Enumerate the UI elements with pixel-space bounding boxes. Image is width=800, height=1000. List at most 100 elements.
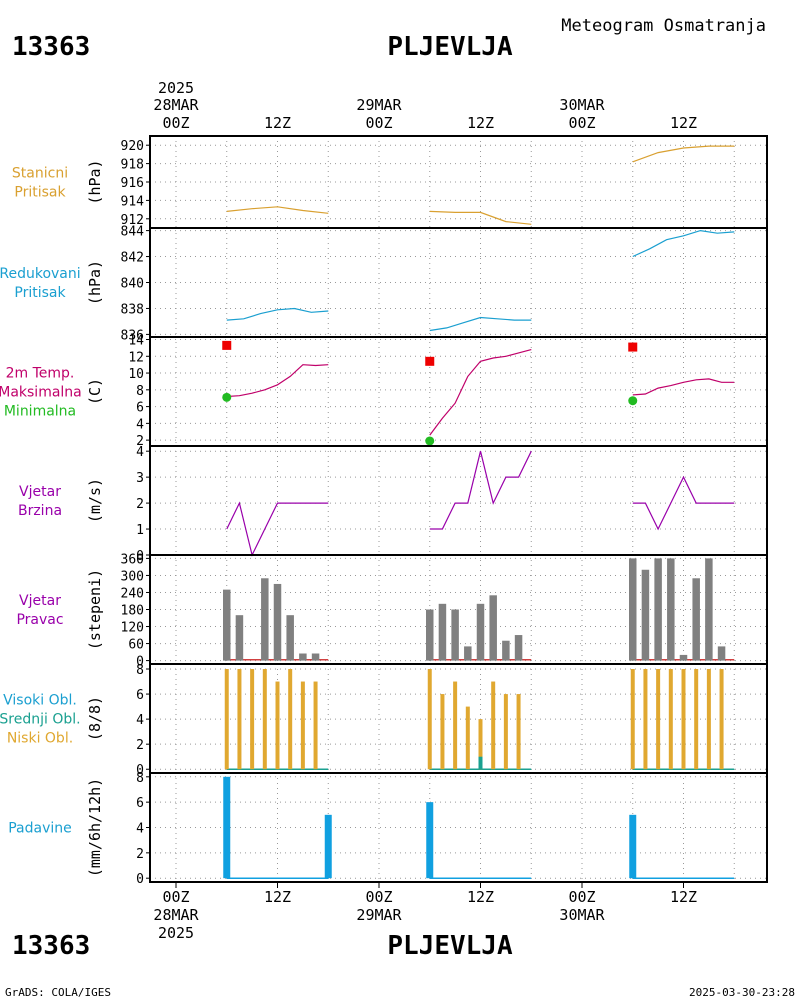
y-tick-label: 918 (121, 158, 144, 173)
data-bar (250, 669, 255, 770)
y-tick-label: 0 (136, 763, 144, 778)
y-axis-label: (mm/6h/12h) (86, 778, 104, 877)
data-bar (426, 609, 434, 661)
panel-label: Brzina (18, 503, 62, 519)
data-bar (629, 814, 637, 879)
data-bar (719, 669, 724, 770)
y-tick-label: 60 (128, 638, 144, 653)
station_pressure-panel: 912 914 916 918 920 (hPa) Stanicni Pritisak (12, 135, 768, 229)
series-line (429, 316, 532, 332)
data-bar (438, 603, 447, 661)
y-tick-label: 360 (121, 552, 144, 567)
y-tick-label: 6 (136, 688, 144, 703)
y-axis-label: (hPa) (86, 260, 104, 305)
data-bar (273, 583, 282, 661)
y-tick-label: 4 (136, 713, 144, 728)
bottom-00z-label: 00Z (162, 888, 189, 906)
data-bar (491, 681, 496, 770)
data-bar (440, 694, 445, 770)
max-temp-marker (628, 342, 638, 352)
y-tick-label: 2 (136, 847, 144, 862)
series-line (429, 349, 532, 436)
series-line (632, 378, 735, 396)
data-bar (503, 694, 508, 770)
y-tick-label: 300 (121, 569, 144, 584)
bottom-12z-label: 12Z (467, 888, 494, 906)
panel-label: Srednji Obl. (0, 712, 81, 728)
precipitation-panel: 0 2 4 6 8 (mm/6h/12h) Padavine (8, 771, 768, 887)
data-bar (288, 669, 293, 770)
series-line (632, 145, 735, 163)
bottom-00z-label: 00Z (568, 888, 595, 906)
data-bar (299, 653, 307, 661)
data-bar (311, 653, 320, 661)
data-bar (235, 615, 244, 661)
max-temp-marker (222, 340, 232, 350)
data-bar (223, 589, 231, 661)
panel-frame (149, 336, 768, 447)
data-bar (654, 558, 662, 661)
top-day-label: 28MAR (153, 96, 199, 114)
y-tick-label: 914 (121, 194, 145, 209)
series-line (429, 450, 532, 530)
data-bar (667, 558, 675, 661)
data-bar (629, 558, 637, 661)
wind_direction-panel: 0 60 120 180 240 300 360 (stepeni) Vjetar Pravac (16, 552, 768, 670)
y-tick-label: 836 (121, 328, 144, 343)
panel-label: Pritisak (14, 185, 66, 201)
y-tick-label: 6 (136, 401, 144, 416)
mid-cloud-bar (478, 756, 483, 770)
panel-label: Maksimalna (0, 385, 82, 401)
y-tick-label: 920 (121, 139, 144, 154)
top-12z-label: 12Z (670, 114, 697, 132)
y-tick-label: 840 (121, 277, 144, 292)
series-line (226, 364, 329, 398)
data-bar (514, 635, 523, 661)
data-bar (224, 669, 229, 770)
data-bar (313, 681, 318, 770)
series-line (429, 210, 532, 225)
data-bar (643, 669, 648, 770)
data-bar (656, 669, 661, 770)
top-00z-label: 00Z (162, 114, 189, 132)
panel-label: Pravac (16, 612, 63, 628)
panel-label: Visoki Obl. (3, 693, 77, 709)
y-tick-label: 3 (136, 471, 144, 486)
data-bar (516, 694, 521, 770)
panel-frame (149, 445, 768, 556)
data-bar (451, 609, 459, 661)
data-bar (427, 669, 432, 770)
station-name-top: PLJEVLJA (387, 32, 513, 62)
data-bar (476, 603, 485, 661)
panel-label: 2m Temp. (6, 366, 75, 382)
data-bar (275, 681, 280, 770)
y-tick-label: 844 (121, 225, 145, 240)
top-year-label: 2025 (158, 79, 194, 97)
data-bar (262, 669, 267, 770)
y-tick-label: 0 (136, 872, 144, 887)
clouds-panel: 0 2 4 6 8 (8/8) Visoki Obl. Srednji Obl. Niski O… (0, 663, 768, 778)
generated-timestamp: 2025-03-30-23:28 (689, 986, 795, 999)
bottom-day-label: 30MAR (559, 906, 605, 924)
panel-frame (149, 772, 768, 883)
top-00z-label: 00Z (568, 114, 595, 132)
y-tick-label: 8 (136, 771, 144, 786)
meteogram-subtitle: Meteogram Osmatranja (561, 16, 766, 36)
panel-label: Minimalna (4, 404, 76, 420)
data-bar (694, 669, 699, 770)
y-tick-label: 842 (121, 251, 144, 266)
y-tick-label: 1 (136, 523, 144, 538)
data-bar (464, 646, 472, 661)
data-bar (300, 681, 305, 770)
y-tick-label: 12 (128, 350, 144, 365)
data-bar (705, 558, 713, 661)
data-bar (692, 578, 700, 661)
bottom-day-label: 29MAR (356, 906, 402, 924)
series-line (226, 206, 329, 214)
y-axis-label: (C) (86, 378, 104, 405)
y-tick-label: 6 (136, 796, 144, 811)
series-line (632, 475, 735, 531)
panel-label: Pritisak (14, 285, 66, 301)
